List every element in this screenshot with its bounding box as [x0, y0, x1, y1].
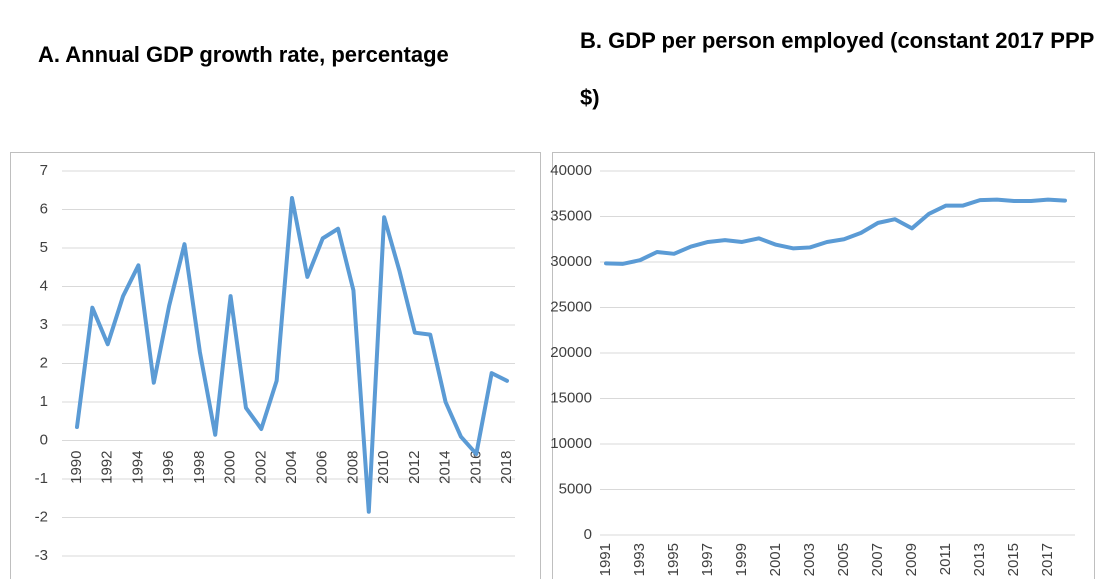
x-tick-label: 2014: [437, 451, 454, 484]
x-tick-label: 2010: [375, 451, 392, 484]
x-tick-label: 1995: [665, 543, 682, 576]
x-tick-label: 2002: [252, 451, 269, 484]
data-line: [75, 195, 509, 514]
x-tick-label: 2004: [283, 451, 300, 484]
x-tick-label: 2003: [801, 543, 818, 576]
y-tick-label: 30000: [550, 253, 592, 270]
y-tick-label: -3: [35, 547, 48, 564]
x-tick-label: 1993: [631, 543, 648, 576]
chart-title: A. Annual GDP growth rate, percentage: [38, 42, 449, 67]
x-tick-label: 2013: [971, 543, 988, 576]
y-tick-label: 25000: [550, 298, 592, 315]
x-tick-label: 1990: [68, 451, 85, 484]
x-tick-label: 1996: [160, 451, 177, 484]
x-tick-label: 2006: [314, 451, 331, 484]
x-tick-label: 2015: [1005, 543, 1022, 576]
x-tick-label: 1997: [699, 543, 716, 576]
x-tick-label: 1998: [191, 451, 208, 484]
x-tick-label: 2000: [222, 451, 239, 484]
data-line: [604, 197, 1067, 266]
x-tick-label: 2018: [498, 451, 515, 484]
y-tick-label: 0: [584, 526, 592, 543]
x-tick-label: 2016: [467, 451, 484, 484]
x-tick-label: 1992: [99, 451, 116, 484]
x-tick-label: 2008: [344, 451, 361, 484]
x-tick-label: 2009: [903, 543, 920, 576]
y-tick-label: 6: [40, 200, 48, 217]
y-tick-label: 20000: [550, 344, 592, 361]
x-tick-label: 2011: [937, 543, 954, 575]
x-tick-label: 2017: [1039, 543, 1056, 576]
x-tick-label: 2005: [835, 543, 852, 576]
y-tick-label: -1: [35, 470, 48, 487]
x-tick-label: 1991: [597, 543, 614, 576]
y-tick-label: 5: [40, 239, 48, 256]
chart-title: B. GDP per person employed (constant 201…: [580, 28, 1094, 110]
y-tick-label: 1: [40, 393, 48, 410]
x-tick-label: 2001: [767, 543, 784, 576]
y-tick-label: 7: [40, 162, 48, 179]
x-tick-label: 1994: [129, 451, 146, 484]
y-tick-label: 10000: [550, 435, 592, 452]
y-tick-label: 0: [40, 431, 48, 448]
chart-frame: [10, 152, 541, 579]
y-tick-label: 40000: [550, 162, 592, 179]
x-tick-label: 1999: [733, 543, 750, 576]
y-tick-label: 4: [40, 277, 48, 294]
y-tick-label: 3: [40, 316, 48, 333]
y-tick-label: 2: [40, 354, 48, 371]
x-tick-label: 2012: [406, 451, 423, 484]
y-tick-label: 15000: [550, 389, 592, 406]
y-tick-label: -2: [35, 508, 48, 525]
y-tick-label: 35000: [550, 207, 592, 224]
x-tick-label: 2007: [869, 543, 886, 576]
chart-frame: [552, 152, 1095, 579]
y-tick-label: 5000: [559, 480, 592, 497]
